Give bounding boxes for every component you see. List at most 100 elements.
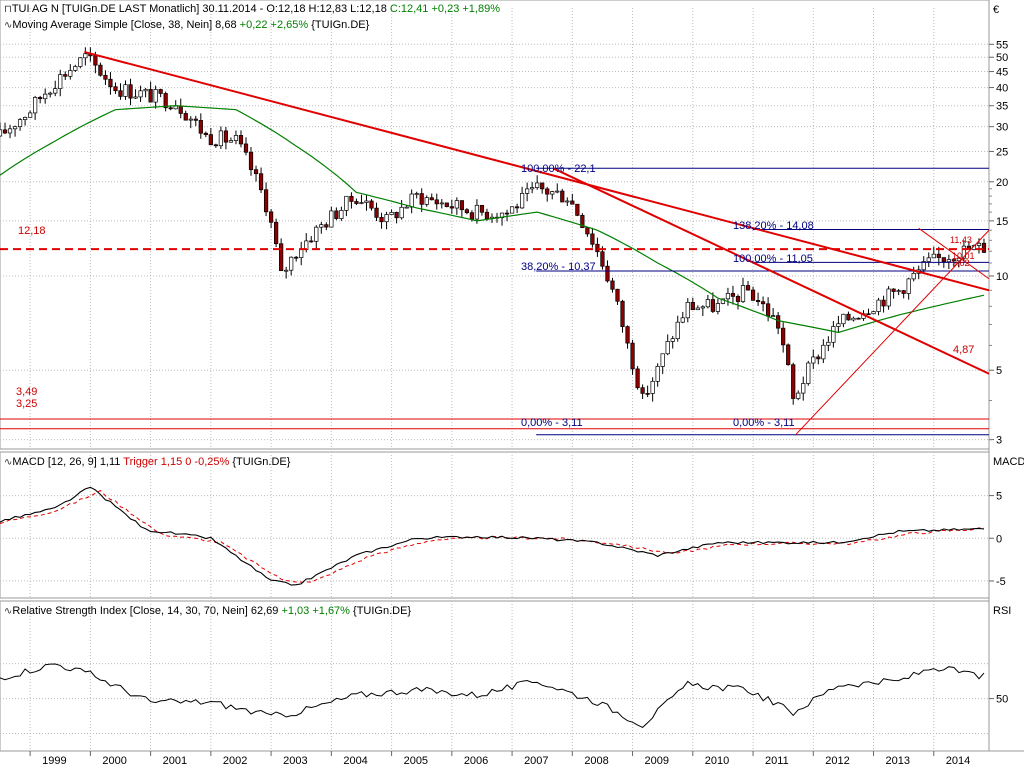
trendline-short bbox=[918, 227, 990, 280]
candle-body bbox=[976, 242, 982, 246]
candle-body bbox=[514, 206, 520, 209]
year-label: 2004 bbox=[343, 755, 367, 767]
candle-body bbox=[856, 317, 861, 320]
line-symbol-icon: ∿ bbox=[4, 20, 13, 31]
candle-body bbox=[369, 200, 374, 209]
candle-body bbox=[685, 302, 690, 319]
price-tick-label: 25 bbox=[996, 146, 1008, 158]
candle-body bbox=[183, 113, 188, 121]
candle-body bbox=[906, 278, 911, 294]
candle-body bbox=[620, 300, 625, 327]
candle-body bbox=[625, 326, 630, 344]
candle-body bbox=[841, 313, 846, 325]
candle-body bbox=[17, 119, 23, 128]
candle-body bbox=[911, 272, 916, 280]
candle-body bbox=[464, 209, 469, 214]
candle-body bbox=[876, 299, 881, 312]
candle-body bbox=[660, 353, 665, 367]
macd-tick-label: 0 bbox=[996, 533, 1002, 545]
candle-body bbox=[444, 202, 449, 207]
candle-body bbox=[786, 344, 791, 366]
candle-body bbox=[655, 366, 660, 382]
price-tick-label: 3 bbox=[996, 435, 1002, 447]
candle-body bbox=[771, 315, 776, 317]
year-label: 2005 bbox=[404, 755, 428, 767]
macd-line bbox=[0, 486, 985, 586]
price-tick-label: 20 bbox=[996, 177, 1008, 189]
candle-body bbox=[640, 387, 645, 394]
candle-body bbox=[158, 89, 163, 94]
candle-body bbox=[560, 190, 565, 203]
candle-body bbox=[705, 299, 710, 308]
candle-body bbox=[188, 118, 193, 121]
candle-body bbox=[168, 107, 173, 110]
candle-body bbox=[831, 326, 836, 343]
year-label: 2006 bbox=[464, 755, 488, 767]
candle-body bbox=[791, 364, 796, 399]
candle-body bbox=[565, 200, 570, 203]
candle-body bbox=[2, 129, 8, 134]
candle-body bbox=[605, 265, 610, 282]
year-label: 2000 bbox=[102, 755, 126, 767]
candle-body bbox=[198, 120, 203, 134]
price-panel bbox=[0, 0, 990, 450]
price-tick-label: 45 bbox=[996, 67, 1008, 79]
candle-body bbox=[650, 380, 655, 394]
rsi-axis-title: RSI bbox=[993, 605, 1011, 617]
candle-body bbox=[374, 207, 379, 218]
candle-body bbox=[53, 88, 58, 94]
trendline-second bbox=[553, 167, 990, 375]
price-symbol-icon: ⊓ bbox=[4, 4, 12, 15]
year-label: 2007 bbox=[524, 755, 548, 767]
candle-body bbox=[469, 212, 475, 220]
year-label: 2003 bbox=[283, 755, 307, 767]
candle-body bbox=[394, 212, 399, 219]
candle-body bbox=[695, 307, 700, 311]
price-header-change: C:12,41 +0,23 +1,89% bbox=[389, 3, 500, 15]
candle-body bbox=[329, 210, 334, 228]
candle-body bbox=[926, 257, 931, 262]
rsi-header-suffix: {TUIGn.DE} bbox=[349, 605, 412, 617]
candle-body bbox=[665, 341, 670, 355]
candle-body bbox=[936, 253, 941, 258]
axis-labels: 1999 2000 2001 2002 2003 2004 2005 2006 2007 2008… bbox=[29, 39, 1008, 767]
candle-body bbox=[409, 193, 414, 208]
candle-body bbox=[213, 144, 218, 147]
price-tick-label: 15 bbox=[996, 216, 1008, 228]
candle-body bbox=[901, 290, 906, 294]
candle-body bbox=[314, 226, 319, 242]
candle-body bbox=[238, 135, 244, 145]
label-small-1001: 10,01 bbox=[952, 251, 975, 261]
candle-body bbox=[765, 303, 771, 317]
candle-body bbox=[309, 240, 314, 243]
label-fib-1382: 138,20% - 14,08 bbox=[733, 220, 814, 232]
candle-body bbox=[108, 78, 113, 88]
price-tick-label: 10 bbox=[996, 271, 1008, 283]
candle-body bbox=[414, 193, 419, 195]
candle-body bbox=[816, 356, 821, 360]
candle-body bbox=[755, 300, 761, 303]
rsi-layer bbox=[0, 663, 985, 728]
candle-body bbox=[700, 306, 705, 309]
candle-body bbox=[946, 259, 951, 263]
candle-body bbox=[294, 256, 299, 259]
rsi-header-change: +1,03 +1,67% bbox=[281, 605, 350, 617]
candle-body bbox=[434, 199, 439, 205]
line-symbol-icon: ∿ bbox=[4, 606, 13, 617]
macd-tick-label: -5 bbox=[996, 576, 1006, 588]
macd-header-text: MACD [12, 26, 9] 1,11 bbox=[12, 456, 124, 468]
candle-body bbox=[951, 259, 956, 262]
year-label: 2012 bbox=[825, 755, 849, 767]
ma-header-change: +0,22 +2,65% bbox=[239, 19, 309, 31]
candle-body bbox=[38, 97, 43, 100]
candle-body bbox=[535, 182, 540, 188]
price-tick-label: 50 bbox=[996, 52, 1008, 64]
candle-body bbox=[424, 197, 429, 205]
candle-body bbox=[93, 55, 98, 66]
rsi-panel bbox=[0, 600, 990, 752]
candle-body bbox=[22, 116, 28, 120]
candle-body bbox=[540, 182, 545, 190]
candle-body bbox=[921, 261, 926, 271]
candle-body bbox=[806, 362, 811, 384]
